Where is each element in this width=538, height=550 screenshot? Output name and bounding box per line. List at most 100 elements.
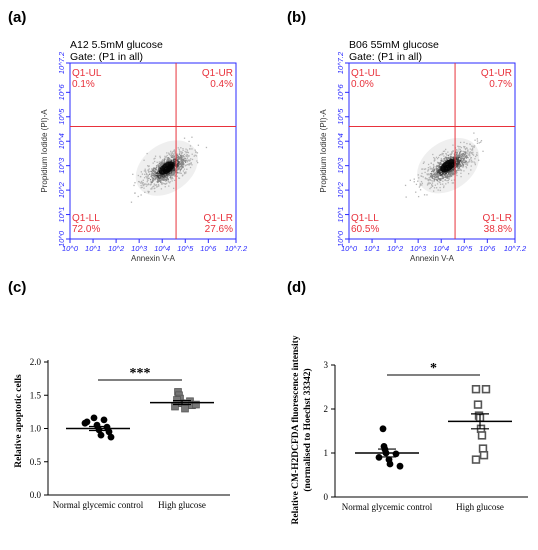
flow-b-event-dot xyxy=(447,178,450,180)
flow-b-event-dot xyxy=(464,145,466,148)
dot-d-point-g1-9 xyxy=(471,455,481,464)
flow-a-event-dot xyxy=(172,155,174,157)
flow-b-event-dot xyxy=(445,172,447,174)
flow-b-q-ul-name: Q1-UL xyxy=(351,68,381,79)
flow-a-event-dot xyxy=(141,186,143,188)
flow-b-event-dot xyxy=(460,156,463,158)
flow-a-event-dot xyxy=(153,187,155,190)
flow-a-event-dot xyxy=(147,165,150,168)
flow-b-event-dot xyxy=(473,146,475,148)
dot-c-category-1: High glucose xyxy=(158,500,206,510)
flow-b-event-dot xyxy=(451,182,453,184)
flow-b-event-dot xyxy=(460,161,463,163)
flow-b-event-dot xyxy=(437,156,440,159)
flow-b-event-dot xyxy=(458,160,460,162)
flow-a-event-dot xyxy=(187,151,190,154)
flow-a-event-dot xyxy=(141,183,143,185)
flow-b-event-dot xyxy=(439,186,441,189)
flow-b-event-dot xyxy=(457,155,459,158)
flow-a-event-dot xyxy=(166,177,168,179)
flow-a-event-dot xyxy=(187,159,190,161)
dot-c-category-0: Normal glycemic control xyxy=(53,500,144,510)
flow-a-event-dot xyxy=(134,182,136,184)
flow-a-event-dot xyxy=(172,178,174,180)
flow-b-event-dot xyxy=(470,157,472,159)
dot-d-y-tick-label-3: 3 xyxy=(324,360,329,370)
flow-a-event-dot xyxy=(161,174,163,176)
flow-a-event-dot xyxy=(161,160,163,163)
flow-b-event-dot xyxy=(460,161,463,164)
flow-b-event-dot xyxy=(433,160,435,162)
flow-b-event-dot xyxy=(469,148,471,150)
flow-b-event-dot xyxy=(447,174,449,176)
flow-b-event-dot xyxy=(470,169,472,171)
dot-plot-c: 0.0 0.5 1.0 1.5 2.0 *** Normal glycemic cont… xyxy=(14,357,230,510)
flow-a-event-dot xyxy=(181,151,184,154)
flow-a-event-dot xyxy=(147,190,149,193)
dot-c-point-g1-9 xyxy=(192,400,200,409)
flow-a-event-dot xyxy=(157,164,159,166)
flow-b-event-dot xyxy=(453,157,455,160)
flow-b-event-dot xyxy=(456,160,458,162)
flow-a-event-dot xyxy=(180,154,182,156)
flow-a-event-dot xyxy=(178,177,181,179)
flow-a-event-dot xyxy=(178,148,180,151)
flow-b-event-dot xyxy=(464,160,467,162)
flow-a-event-dot xyxy=(157,178,159,180)
flow-b-event-dot xyxy=(455,150,457,152)
flow-b-event-dot xyxy=(462,164,465,166)
flow-b-event-dot xyxy=(463,157,465,159)
flow-b-event-dot xyxy=(426,174,429,176)
flow-a-event-dot xyxy=(186,163,188,166)
flow-a-event-dot xyxy=(146,152,148,155)
flow-a-event-dot xyxy=(179,163,181,165)
flow-a-event-dot xyxy=(161,162,163,164)
flow-b-event-dot xyxy=(462,153,465,155)
flow-b-event-dot xyxy=(433,180,435,183)
flow-b-event-dot xyxy=(472,154,475,156)
flow-b-event-dot xyxy=(474,163,477,166)
flow-b-event-dot xyxy=(446,176,448,179)
flow-b-event-dot xyxy=(417,195,420,198)
flow-a-event-dot xyxy=(185,155,187,157)
flow-b-event-dot xyxy=(452,182,455,184)
flow-a-event-dot xyxy=(171,174,173,176)
dot-d-point-g1-1 xyxy=(481,384,491,394)
flow-b-event-dot xyxy=(441,153,443,155)
flow-a-event-dot xyxy=(189,145,192,147)
flow-b-event-dot xyxy=(433,174,435,176)
flow-a-event-dot xyxy=(157,176,160,178)
flow-b-event-dot xyxy=(432,167,435,169)
flow-a-event-dot xyxy=(176,159,178,161)
flow-a-event-dot xyxy=(164,176,167,178)
flow-b-event-dot xyxy=(439,171,441,173)
flow-a-event-dot xyxy=(162,162,165,165)
flow-a-event-dot xyxy=(181,152,183,154)
flow-a-event-dot xyxy=(168,174,171,176)
flow-b-event-dot xyxy=(456,151,458,154)
flow-a-event-dot xyxy=(179,172,181,174)
panel-a-letter: (a) xyxy=(8,9,26,26)
flow-b-event-dot xyxy=(447,154,450,157)
flow-a-event-dot xyxy=(149,170,151,173)
flow-b-event-dot xyxy=(435,166,437,168)
flow-a-event-dot xyxy=(162,179,164,181)
flow-a-event-dot xyxy=(188,140,190,143)
flow-b-event-dot xyxy=(462,153,464,155)
flow-a-event-dot xyxy=(143,159,145,161)
flow-b-event-dot xyxy=(438,166,440,169)
flow-b-event-dot xyxy=(446,156,448,159)
flow-a-event-dot xyxy=(161,175,164,177)
flow-b-event-dot xyxy=(433,187,436,189)
flow-a-event-dot xyxy=(167,180,169,182)
flow-a-event-dot xyxy=(181,162,183,164)
flow-b-event-dot xyxy=(446,177,448,179)
flow-a-y-tick-label-5: 10^5 xyxy=(57,108,66,125)
flow-b-event-dot xyxy=(427,163,430,166)
flow-a-event-dot xyxy=(144,173,146,176)
flow-b-event-dot xyxy=(476,154,478,157)
flow-a-event-dot xyxy=(156,176,159,178)
flow-b-event-dot xyxy=(444,178,446,181)
flow-b-event-dot xyxy=(466,147,468,150)
flow-b-event-dot xyxy=(434,159,436,161)
